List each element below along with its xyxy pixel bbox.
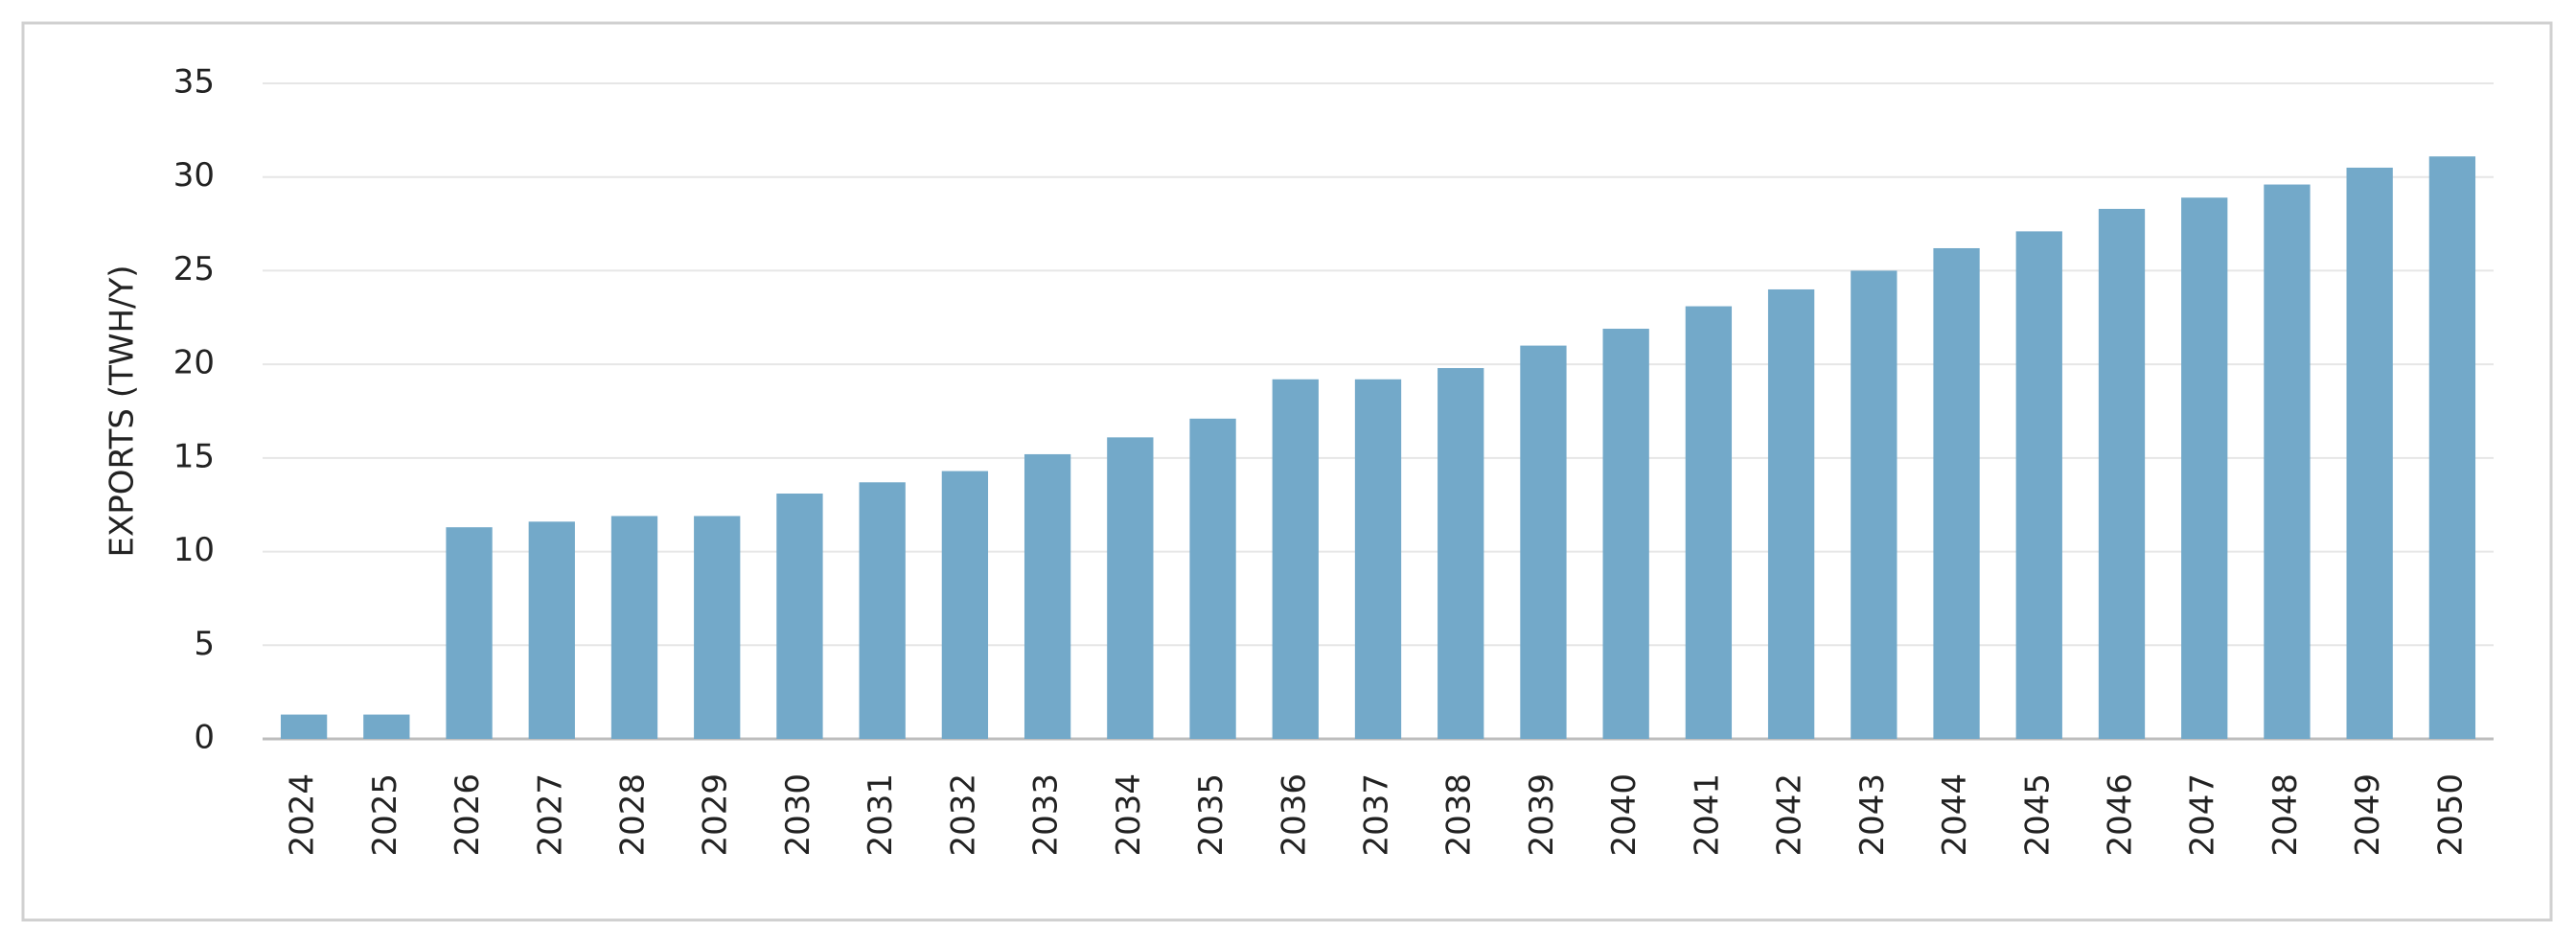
y-tick-label: 35 [173, 63, 215, 102]
bar [1767, 288, 1815, 739]
bar [1602, 329, 1649, 739]
bar [694, 516, 741, 739]
x-tick-label: 2048 [2266, 773, 2305, 857]
x-tick-label: 2033 [1027, 773, 1066, 857]
bar [363, 714, 410, 739]
bar [1272, 379, 1319, 739]
bar [1189, 418, 1236, 739]
bar [859, 482, 906, 739]
y-tick-label: 0 [194, 719, 215, 757]
x-tick-label: 2030 [779, 773, 817, 857]
bar [1933, 247, 1980, 739]
bar [610, 516, 658, 739]
x-tick-label: 2026 [448, 773, 487, 857]
x-tick-label: 2035 [1192, 773, 1230, 857]
x-tick-label: 2034 [1110, 773, 1148, 857]
x-tick-label: 2038 [1440, 773, 1479, 857]
bar [1520, 345, 1567, 739]
bar [1354, 379, 1402, 739]
bar [446, 527, 493, 739]
x-tick-label: 2046 [2102, 773, 2140, 857]
x-tick-label: 2050 [2431, 773, 2470, 857]
x-tick-label: 2025 [366, 773, 404, 857]
bar [1107, 437, 1154, 739]
y-tick-label: 30 [173, 156, 215, 195]
x-tick-label: 2032 [944, 773, 982, 857]
bar [2015, 231, 2062, 740]
x-tick-label: 2024 [284, 773, 322, 857]
bar [1685, 306, 1733, 739]
bar [1438, 368, 1484, 739]
bar [280, 714, 328, 739]
x-tick-label: 2036 [1275, 773, 1313, 857]
bar [2346, 167, 2393, 739]
bar [2181, 197, 2228, 739]
y-tick-label: 20 [173, 344, 215, 382]
bar [2264, 184, 2311, 739]
bar [1024, 453, 1071, 739]
bar [528, 521, 575, 739]
x-tick-label: 2029 [697, 773, 735, 857]
x-tick-label: 2042 [1771, 773, 1809, 857]
y-tick-label: 15 [173, 437, 215, 475]
y-tick-label: 25 [173, 250, 215, 288]
y-axis-label: EXPORTS (TWH/Y) [104, 265, 142, 557]
x-tick-label: 2031 [862, 773, 900, 857]
y-tick-label: 5 [194, 625, 215, 663]
x-tick-label: 2037 [1358, 773, 1396, 857]
x-tick-label: 2040 [1605, 773, 1644, 857]
x-tick-label: 2039 [1523, 773, 1561, 857]
bar [2428, 156, 2476, 739]
bar [941, 471, 989, 739]
bar [1851, 270, 1898, 739]
x-tick-label: 2027 [531, 773, 569, 857]
x-tick-label: 2047 [2184, 773, 2222, 857]
bar [776, 493, 823, 739]
x-tick-label: 2044 [1936, 773, 1974, 857]
x-tick-label: 2045 [2018, 773, 2057, 857]
x-tick-label: 2028 [614, 773, 653, 857]
y-tick-label: 10 [173, 531, 215, 569]
x-tick-label: 2043 [1853, 773, 1892, 857]
bar [2098, 208, 2146, 740]
x-tick-label: 2041 [1688, 773, 1726, 857]
x-tick-label: 2049 [2349, 773, 2387, 857]
